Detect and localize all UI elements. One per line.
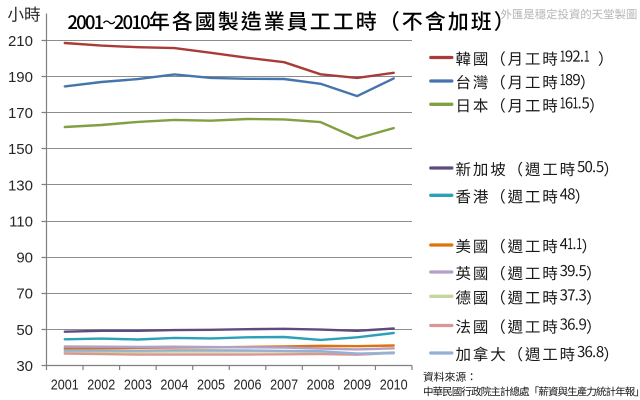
svg-text:2001: 2001	[51, 377, 79, 394]
svg-text:2009: 2009	[343, 377, 371, 394]
svg-text:150: 150	[8, 141, 33, 158]
svg-text:110: 110	[9, 214, 33, 231]
svg-text:2004: 2004	[160, 377, 188, 394]
svg-text:30: 30	[16, 358, 33, 375]
svg-text:2010: 2010	[380, 377, 408, 394]
svg-text:190: 190	[8, 69, 33, 86]
svg-text:2005: 2005	[197, 377, 225, 394]
svg-text:90: 90	[16, 250, 33, 267]
svg-text:210: 210	[8, 33, 33, 50]
svg-text:130: 130	[8, 177, 33, 194]
svg-text:50: 50	[16, 322, 33, 339]
svg-text:70: 70	[16, 286, 33, 303]
svg-text:170: 170	[8, 105, 33, 122]
svg-text:2003: 2003	[124, 377, 152, 394]
svg-text:2007: 2007	[270, 377, 298, 394]
svg-text:2008: 2008	[307, 377, 335, 394]
svg-text:2006: 2006	[234, 377, 262, 394]
svg-text:2002: 2002	[87, 377, 115, 394]
